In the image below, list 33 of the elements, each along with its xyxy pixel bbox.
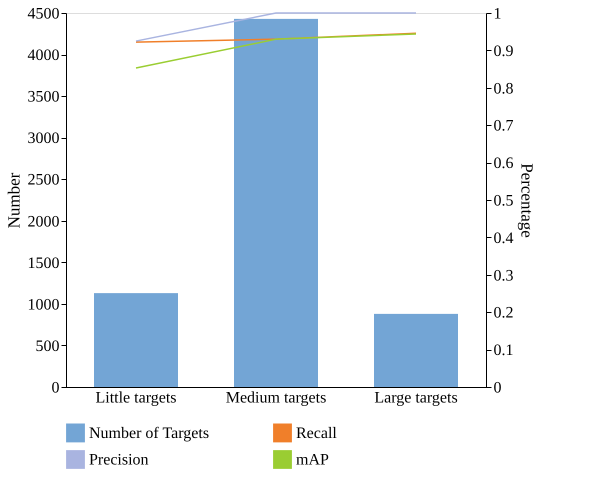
- y-tick-label: 2500: [28, 172, 60, 189]
- y-tick-label: 1000: [28, 296, 60, 314]
- y2-tick-label: 0.3: [494, 267, 514, 284]
- x-tick-label: Little targets: [95, 390, 177, 406]
- y-tick-label: 1500: [28, 254, 60, 272]
- legend-label: mAP: [296, 452, 329, 468]
- y-tick-label: 4500: [28, 6, 60, 22]
- bar: [94, 293, 178, 387]
- y-tick-label: 3000: [28, 130, 60, 148]
- y-tick-label: 4000: [28, 47, 60, 64]
- y2-tick-label: 1: [494, 6, 502, 22]
- y2-tick-label: 0.7: [494, 118, 514, 135]
- y2-axis-title: Percentage: [518, 163, 536, 238]
- legend-label: Recall: [296, 424, 338, 442]
- y2-tick-label: 0: [494, 380, 502, 396]
- y-tick-label: 0: [52, 380, 60, 396]
- y2-tick-label: 0.8: [494, 80, 514, 98]
- y-tick-label: 2000: [28, 213, 60, 230]
- bar: [374, 314, 458, 387]
- x-tick-label: Medium targets: [226, 390, 326, 406]
- x-tick-label: Large targets: [374, 390, 458, 406]
- legend-label: Precision: [89, 452, 149, 468]
- y2-tick-label: 0.4: [494, 230, 514, 247]
- y-tick-label: 3500: [28, 88, 60, 106]
- y2-tick-label: 0.5: [494, 192, 514, 210]
- y2-tick-label: 0.1: [494, 342, 514, 360]
- y2-tick-label: 0.9: [494, 42, 514, 60]
- y-axis-title: Number: [4, 172, 24, 228]
- bar: [234, 18, 318, 387]
- y2-tick-label: 0.2: [494, 304, 514, 322]
- legend-label: Number of Targets: [89, 424, 210, 442]
- y2-tick-label: 0.6: [494, 155, 514, 172]
- y-tick-label: 500: [36, 338, 60, 355]
